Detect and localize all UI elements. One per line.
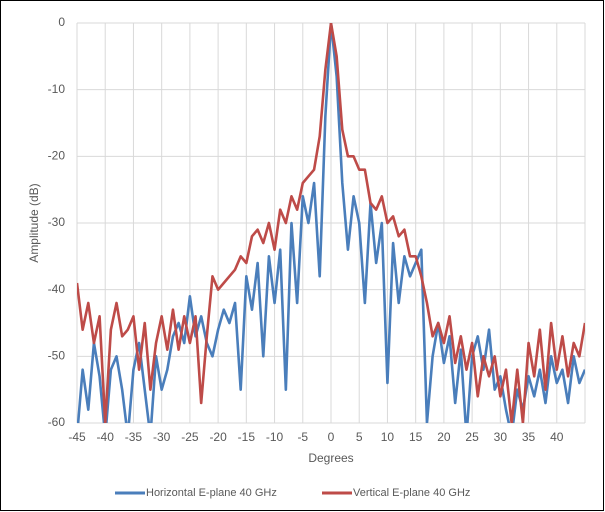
x-tick-label: -45 bbox=[68, 430, 86, 444]
x-tick-label: -20 bbox=[209, 430, 227, 444]
x-tick-label: 0 bbox=[328, 430, 335, 444]
x-tick-label: 20 bbox=[437, 430, 451, 444]
x-tick-label: -5 bbox=[297, 430, 308, 444]
y-tick-label: -20 bbox=[48, 149, 66, 163]
x-tick-label: -30 bbox=[153, 430, 171, 444]
series-line bbox=[77, 23, 585, 423]
y-tick-label: -10 bbox=[48, 82, 66, 96]
x-tick-label: -25 bbox=[181, 430, 199, 444]
grid: -60-50-40-30-20-100-45 -40 -35 -30 -25 -20 -15… bbox=[48, 15, 586, 444]
legend-label: Horizontal E-plane 40 GHz bbox=[146, 487, 277, 499]
y-tick-label: 0 bbox=[58, 15, 65, 29]
x-tick-label: 40 bbox=[550, 430, 564, 444]
series-line bbox=[77, 23, 585, 423]
x-tick-label: 25 bbox=[465, 430, 479, 444]
x-tick-label: 5 bbox=[356, 430, 363, 444]
y-axis-label: Amplitude (dB) bbox=[27, 183, 41, 262]
legend-label: Vertical E-plane 40 GHz bbox=[353, 487, 470, 499]
x-tick-label: 30 bbox=[494, 430, 508, 444]
x-tick-label: 35 bbox=[522, 430, 536, 444]
y-tick-label: -50 bbox=[48, 349, 66, 363]
x-tick-label: 10 bbox=[381, 430, 395, 444]
x-tick-label: -10 bbox=[266, 430, 284, 444]
x-tick-label: -15 bbox=[238, 430, 256, 444]
y-tick-label: -30 bbox=[48, 215, 66, 229]
x-tick-label: -40 bbox=[97, 430, 115, 444]
legend: Horizontal E-plane 40 GHz Vertical E-plan… bbox=[115, 487, 470, 499]
y-tick-label: -60 bbox=[48, 415, 66, 429]
y-tick-label: -40 bbox=[48, 282, 66, 296]
x-tick-label: -35 bbox=[125, 430, 143, 444]
x-axis-label: Degrees bbox=[308, 451, 353, 465]
plot-area bbox=[77, 23, 585, 423]
x-tick-label: 15 bbox=[409, 430, 423, 444]
